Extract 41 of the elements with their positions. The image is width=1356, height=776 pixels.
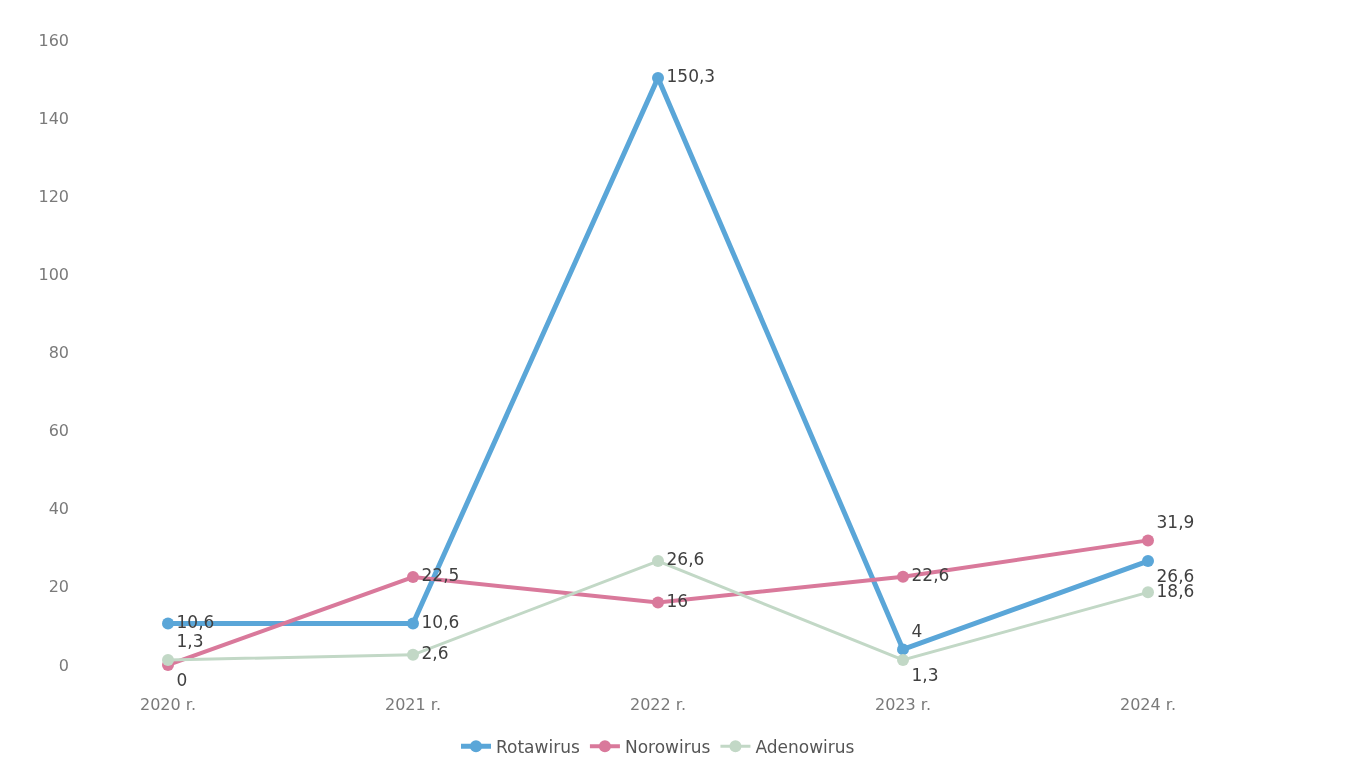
data-label: 31,9	[1156, 511, 1195, 532]
legend-label: Adenowirus	[755, 736, 855, 757]
point	[407, 648, 419, 661]
point	[162, 617, 174, 630]
point	[1142, 555, 1154, 568]
point	[652, 71, 664, 84]
x-tick-label: 2022 r.	[630, 695, 686, 714]
point	[652, 555, 664, 568]
data-label: 26,6	[666, 549, 705, 570]
data-label: 10,6	[421, 611, 460, 632]
y-tick-label: 160	[38, 30, 69, 50]
point	[407, 617, 419, 630]
point	[897, 653, 909, 666]
point	[1142, 586, 1154, 599]
y-tick-label: 80	[48, 343, 69, 363]
y-tick-label: 100	[38, 264, 69, 284]
data-label: 150,3	[666, 66, 716, 87]
point	[897, 570, 909, 583]
legend-label: Rotawirus	[496, 736, 580, 757]
point	[162, 653, 174, 666]
data-label: 1,3	[911, 665, 939, 686]
data-label: 0	[176, 670, 188, 691]
data-label: 1,3	[176, 631, 204, 652]
data-label: 2,6	[421, 643, 449, 664]
y-tick-label: 20	[48, 577, 69, 597]
y-tick-label: 60	[48, 421, 69, 441]
y-tick-label: 40	[48, 499, 69, 519]
point	[897, 643, 909, 656]
data-label: 4	[911, 620, 923, 641]
point	[407, 571, 419, 584]
x-tick-label: 2024 r.	[1120, 695, 1176, 714]
x-tick-label: 2020 r.	[140, 695, 196, 714]
y-tick-label: 140	[38, 108, 69, 128]
data-label: 16	[666, 590, 689, 611]
x-tick-label: 2023 r.	[875, 695, 931, 714]
point	[652, 596, 664, 609]
y-tick-label: 0	[58, 655, 69, 675]
x-tick-label: 2021 r.	[385, 695, 441, 714]
point	[1142, 534, 1154, 547]
y-tick-label: 120	[38, 186, 69, 206]
legend-label: Norowirus	[624, 736, 711, 757]
